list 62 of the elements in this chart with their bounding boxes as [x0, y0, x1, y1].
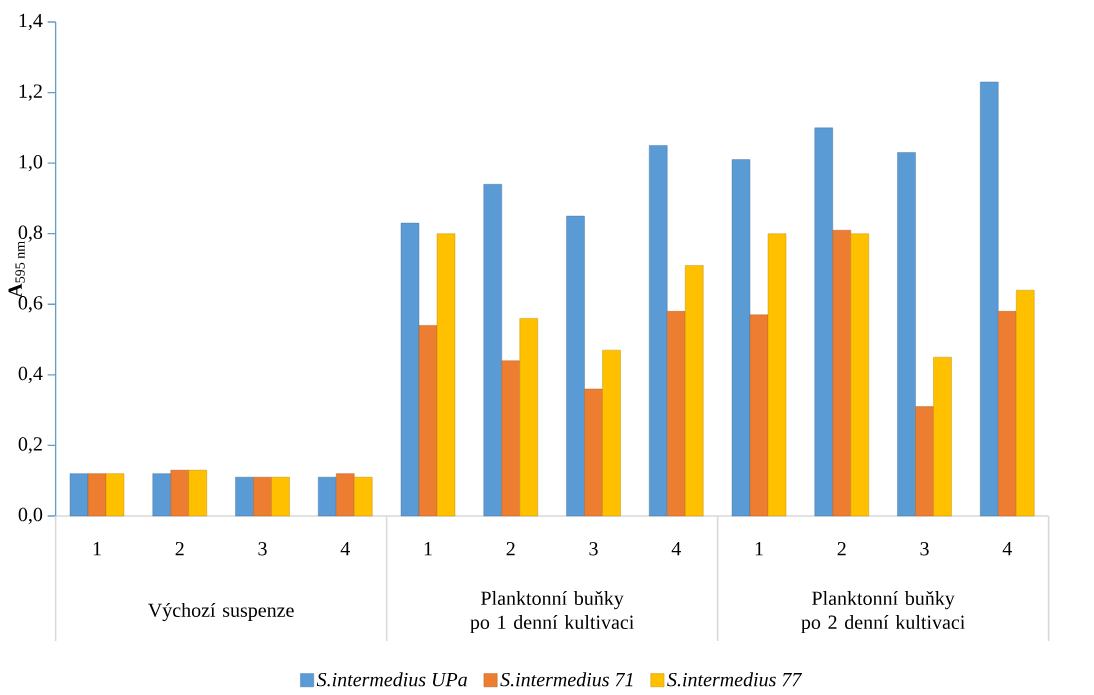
bar	[483, 184, 502, 517]
bar	[354, 476, 373, 517]
bar	[649, 145, 668, 517]
y-tick-label: 0,2	[18, 437, 42, 454]
bar	[566, 215, 585, 517]
x-tick-label: 2	[175, 542, 184, 556]
y-tick-label: 1,4	[19, 13, 43, 31]
bar	[933, 357, 952, 517]
bar	[501, 360, 520, 517]
bar	[602, 349, 621, 517]
y-tick-label: 1,2	[19, 84, 42, 101]
legend-label: S.intermedius 71	[500, 672, 633, 687]
x-tick-label: 4	[1002, 542, 1012, 556]
bar	[519, 318, 538, 517]
bar	[897, 152, 916, 517]
bar	[336, 473, 355, 517]
y-tick-label: 0,0	[18, 507, 43, 525]
bar	[832, 229, 851, 517]
bar	[1016, 289, 1035, 517]
x-tick-label: 4	[671, 542, 681, 556]
bar	[584, 388, 603, 517]
x-tick-label: 2	[837, 542, 846, 556]
bar	[170, 469, 189, 517]
bar	[731, 159, 751, 517]
x-tick-label: 1	[755, 542, 763, 556]
bar	[915, 406, 934, 517]
bar	[235, 476, 254, 517]
bar	[998, 311, 1017, 517]
x-tick-label: 2	[506, 542, 515, 556]
bar	[105, 473, 125, 517]
x-tick-label: 3	[258, 542, 267, 556]
legend-label: S.intermedius 77	[667, 672, 803, 687]
bar	[767, 233, 787, 517]
x-tick-label: 3	[589, 542, 598, 556]
y-tick-label: 1,0	[19, 154, 43, 172]
bar	[850, 233, 869, 517]
bar	[980, 81, 999, 517]
bar	[749, 314, 769, 517]
bar	[188, 469, 207, 517]
bar	[814, 127, 833, 517]
x-tick-label: 4	[340, 542, 350, 556]
y-tick-label: 0,8	[18, 225, 43, 242]
bar	[436, 233, 456, 517]
bar	[667, 311, 686, 517]
text: Výchozí suspenze	[148, 602, 294, 622]
bar	[152, 473, 171, 517]
bar	[400, 222, 420, 517]
bar	[418, 325, 438, 517]
legend-label: S.intermedius UPa	[316, 672, 467, 687]
bar	[253, 476, 272, 517]
bar	[318, 476, 337, 517]
x-tick-label: 1	[93, 542, 101, 556]
y-tick-label: 0,4	[18, 366, 43, 384]
text: Planktonní buňky po 1 denní kultivaci	[470, 590, 634, 634]
bar	[69, 473, 89, 517]
x-tick-label: 1	[424, 542, 432, 556]
y-tick-label: 0,6	[18, 296, 43, 313]
bar	[685, 265, 704, 517]
x-tick-label: 3	[920, 542, 929, 556]
bar	[271, 476, 290, 517]
bar	[87, 473, 107, 517]
text: Planktonní buňky po 2 denní kultivaci	[801, 590, 965, 634]
